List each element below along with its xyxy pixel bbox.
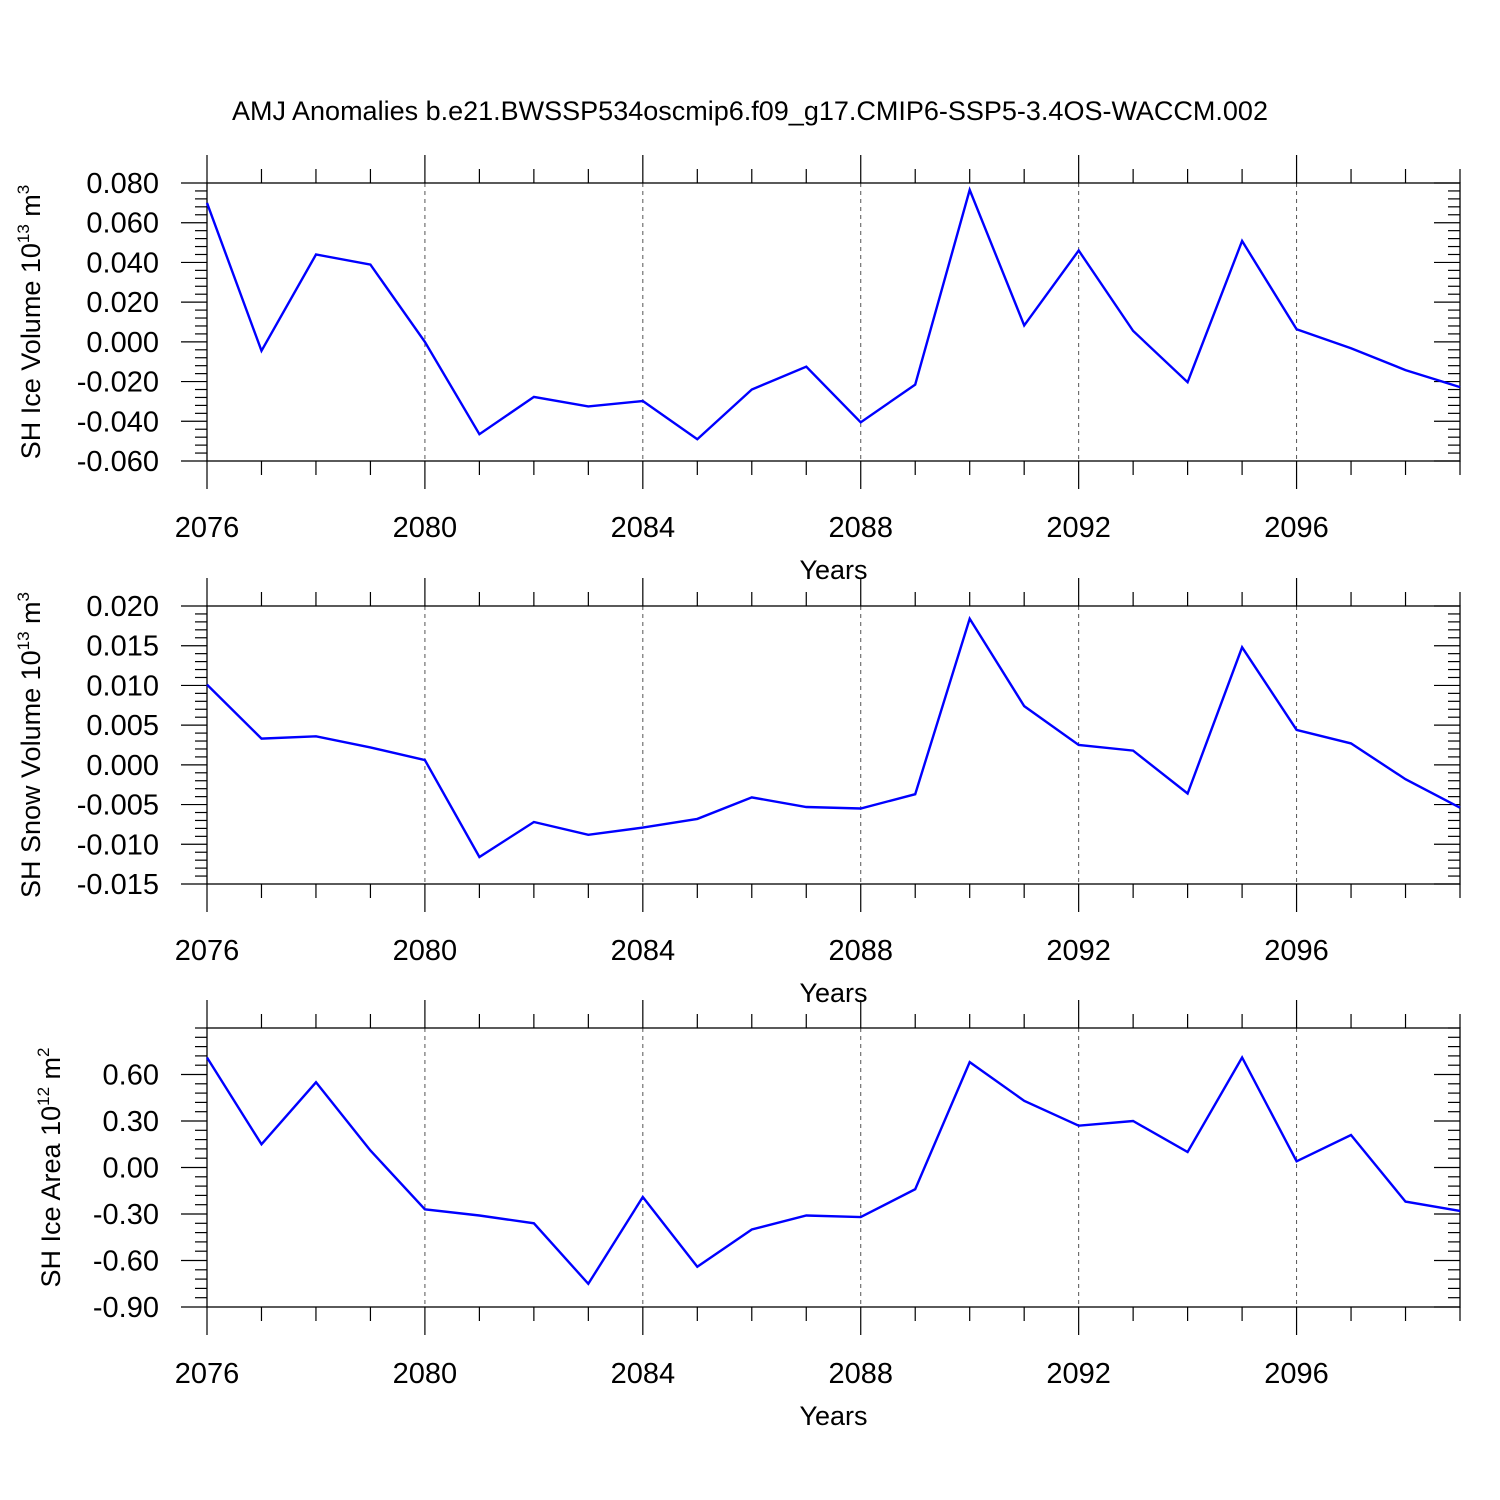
x-tick-label: 2092 xyxy=(1046,512,1111,544)
y-axis-title: SH Ice Area 1012 m2 xyxy=(34,1048,66,1288)
chart-panel-3: -0.90 -0.60 -0.30 0.00 0.30 0.60 2076 2080 2084 2… xyxy=(34,1000,1461,1431)
y-tick-label: 0.020 xyxy=(86,287,159,319)
y-axis-title-text: SH Ice Volume 10 xyxy=(16,243,46,459)
y-axis-title: SH Ice Volume 1013 m3 xyxy=(14,185,46,460)
y-axis-title-unit: m xyxy=(16,601,46,631)
y-axis-title-text: SH Ice Area 10 xyxy=(36,1106,66,1288)
x-tick-label: 2092 xyxy=(1046,1358,1111,1390)
x-tick-label: 2076 xyxy=(175,512,240,544)
x-tick-label: 2080 xyxy=(393,935,458,967)
figure-title: AMJ Anomalies b.e21.BWSSP534oscmip6.f09_… xyxy=(232,96,1268,126)
x-tick-label: 2080 xyxy=(393,512,458,544)
plot-frame xyxy=(206,605,1461,885)
x-tick-label: 2096 xyxy=(1264,935,1329,967)
series-line xyxy=(205,1055,1461,1286)
x-tick-label: 2096 xyxy=(1264,1358,1329,1390)
y-tick-label: 0.005 xyxy=(86,710,159,742)
x-tick-label: 2084 xyxy=(611,935,676,967)
x-axis-title: Years xyxy=(799,978,867,1008)
y-tick-label: 0.060 xyxy=(86,208,159,240)
y-tick-label: 0.015 xyxy=(86,631,159,663)
y-axis-title-unit: m xyxy=(36,1057,66,1087)
x-tick-label: 2092 xyxy=(1046,935,1111,967)
x-axis-title: Years xyxy=(799,555,867,585)
x-axis-title: Years xyxy=(799,1401,867,1431)
y-axis-title-unit-exponent: 2 xyxy=(34,1048,53,1057)
x-tick-label: 2084 xyxy=(611,512,676,544)
y-axis-title-unit-exponent: 3 xyxy=(14,592,33,601)
y-tick-label: -0.005 xyxy=(77,790,159,822)
y-tick-label: 0.000 xyxy=(86,750,159,782)
chart-panel-2: -0.015 -0.010 -0.005 0.000 0.005 0.010 0.015 0.… xyxy=(14,578,1461,1008)
y-tick-label: 0.010 xyxy=(86,670,159,702)
y-tick-label: 0.00 xyxy=(103,1153,159,1185)
y-tick-label: -0.30 xyxy=(93,1199,159,1231)
plot-frame xyxy=(206,182,1461,462)
y-tick-label: 0.30 xyxy=(103,1106,159,1138)
chart-panel-1: -0.060 -0.040 -0.020 0.000 0.020 0.040 0.060 0.… xyxy=(14,155,1461,585)
series-line xyxy=(205,186,1461,441)
y-tick-label: 0.60 xyxy=(103,1060,159,1092)
y-tick-label: -0.015 xyxy=(77,869,159,901)
y-axis-title-text: SH Snow Volume 10 xyxy=(16,650,46,898)
x-tick-label: 2076 xyxy=(175,935,240,967)
y-tick-label: -0.60 xyxy=(93,1246,159,1278)
x-tick-label: 2096 xyxy=(1264,512,1329,544)
plot-frame xyxy=(206,1027,1461,1308)
x-tick-label: 2076 xyxy=(175,1358,240,1390)
y-tick-label: -0.020 xyxy=(77,367,159,399)
y-axis-title-unit: m xyxy=(16,194,46,224)
y-tick-label: -0.040 xyxy=(77,406,159,438)
x-tick-label: 2084 xyxy=(611,1358,676,1390)
y-axis-title-unit-exponent: 3 xyxy=(14,185,33,194)
y-axis-title-exponent: 13 xyxy=(14,631,33,650)
x-tick-label: 2080 xyxy=(393,1358,458,1390)
y-tick-label: 0.020 xyxy=(86,591,159,623)
x-tick-label: 2088 xyxy=(828,1358,893,1390)
y-tick-label: -0.90 xyxy=(93,1292,159,1324)
y-axis-title-exponent: 13 xyxy=(14,224,33,243)
x-tick-label: 2088 xyxy=(828,935,893,967)
y-tick-label: 0.000 xyxy=(86,327,159,359)
y-tick-label: -0.010 xyxy=(77,829,159,861)
y-tick-label: 0.040 xyxy=(86,247,159,279)
x-tick-label: 2088 xyxy=(828,512,893,544)
y-axis-title: SH Snow Volume 1013 m3 xyxy=(14,592,46,898)
series-line xyxy=(206,615,1461,859)
y-axis-title-exponent: 12 xyxy=(34,1087,53,1106)
y-tick-label: 0.080 xyxy=(86,168,159,200)
y-tick-label: -0.060 xyxy=(77,446,159,478)
